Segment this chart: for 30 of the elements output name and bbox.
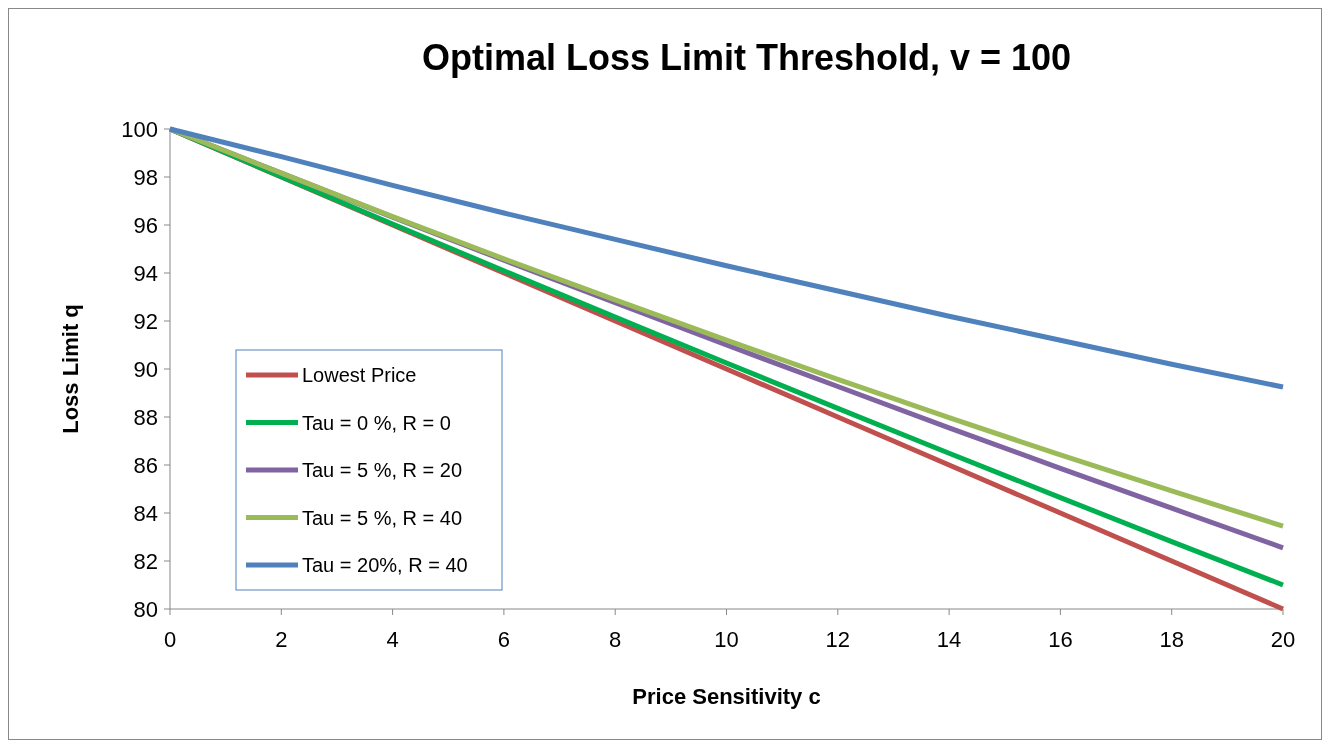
x-tick-label: 20 bbox=[1270, 627, 1296, 652]
x-tick-label: 14 bbox=[936, 627, 962, 652]
x-axis-title: Price Sensitivity c bbox=[632, 684, 821, 709]
x-tick-label: 4 bbox=[386, 627, 399, 652]
legend-label: Tau = 20%, R = 40 bbox=[302, 554, 468, 576]
y-tick-label: 100 bbox=[121, 116, 158, 142]
x-tick-label: 0 bbox=[163, 627, 177, 652]
y-tick-label: 82 bbox=[133, 548, 158, 574]
x-tick-label: 8 bbox=[609, 627, 622, 652]
y-tick-label: 96 bbox=[133, 212, 158, 238]
y-tick-label: 98 bbox=[133, 164, 158, 190]
x-tick-label: 12 bbox=[825, 627, 851, 652]
y-tick-label: 80 bbox=[133, 596, 158, 622]
x-tick-label: 6 bbox=[497, 627, 511, 652]
y-tick-label: 84 bbox=[133, 500, 158, 526]
legend-label: Tau = 5 %, R = 40 bbox=[302, 506, 463, 529]
y-tick-label: 86 bbox=[133, 452, 158, 478]
legend-label: Lowest Price bbox=[302, 364, 417, 386]
legend-label: Tau = 0 %, R = 0 bbox=[302, 411, 451, 434]
x-tick-label: 16 bbox=[1048, 627, 1073, 652]
x-tick-label: 2 bbox=[275, 627, 288, 652]
y-axis-title: Loss Limit q bbox=[58, 304, 83, 434]
x-tick-label: 18 bbox=[1159, 627, 1184, 652]
chart-title: Optimal Loss Limit Threshold, v = 100 bbox=[421, 37, 1072, 78]
y-tick-label: 92 bbox=[133, 308, 158, 334]
y-tick-label: 88 bbox=[133, 404, 158, 430]
legend-label: Tau = 5 %, R = 20 bbox=[302, 459, 463, 481]
y-tick-label: 90 bbox=[133, 356, 158, 382]
x-tick-label: 10 bbox=[714, 627, 739, 652]
y-tick-label: 94 bbox=[133, 260, 158, 286]
